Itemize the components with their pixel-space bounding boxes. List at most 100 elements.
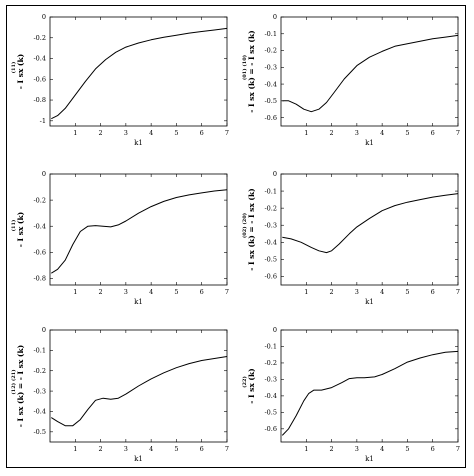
y-axis-label-superscript: (11)	[10, 62, 17, 74]
x-tick-label: 2	[330, 445, 334, 453]
x-tick-label: 5	[405, 445, 409, 453]
y-tick-label: -0.5	[264, 256, 277, 264]
chart-panel-1: 0 -0.2 -0.4 -0.6 -0.8 -1 1 2 3 4 5 6 7 k1 - I sx (k)(1…	[10, 13, 229, 147]
x-tick-label: 2	[99, 288, 103, 296]
x-tick-label: 3	[355, 288, 359, 296]
y-tick-label: -0.6	[264, 114, 277, 122]
y-tick-label: -0.6	[264, 425, 277, 433]
y-axis-label-main: - I sx (k)	[16, 212, 25, 247]
y-tick-label: 0	[42, 326, 46, 334]
y-tick-label: -0.6	[33, 75, 46, 83]
x-tick-label: 6	[200, 288, 204, 296]
y-axis-label-superscript: (12) (21)	[10, 369, 17, 394]
x-tick-label: 4	[149, 445, 153, 453]
series-line	[281, 350, 459, 436]
y-tick-label: -0.1	[264, 30, 277, 38]
y-axis-label: - I sx (k) = - I sx (k)(02) (20)	[241, 188, 256, 270]
x-tick-label: 1	[73, 445, 77, 453]
y-tick-label: -1	[40, 117, 46, 125]
y-tick-label: -0.2	[264, 204, 277, 212]
y-tick-label: -0.8	[33, 96, 46, 104]
x-tick-label: 7	[456, 288, 460, 296]
y-tick-label: -0.5	[264, 409, 277, 417]
y-tick-label: -0.4	[264, 239, 277, 247]
y-tick-label: -0.3	[264, 221, 277, 229]
x-axis-label: k1	[134, 139, 143, 147]
x-tick-label: 7	[225, 288, 229, 296]
chart-panel-2: 0 -0.1 -0.2 -0.3 -0.4 -0.5 -0.6 1 2 3 4 5 6 7 k1 - I sx…	[241, 13, 460, 147]
y-axis-label-main: - I sx (k) = - I sx (k)	[247, 30, 256, 112]
y-axis-label-main: - I sx (k) = - I sx (k)	[16, 345, 25, 427]
x-axis-label: k1	[365, 455, 374, 463]
x-axis-label: k1	[365, 298, 374, 306]
y-tick-label: -0.3	[33, 387, 46, 395]
y-axis-label: - I sx (k) = - I sx (k)(01) (10)	[241, 30, 256, 112]
x-tick-label: 3	[124, 129, 128, 137]
y-tick-label: -0.2	[33, 196, 46, 204]
plot-area	[280, 329, 459, 443]
y-tick-label: -0.3	[264, 64, 277, 72]
x-tick-label: 5	[174, 129, 178, 137]
x-tick-label: 5	[174, 288, 178, 296]
x-axis-label: k1	[134, 298, 143, 306]
x-tick-label: 2	[99, 129, 103, 137]
y-tick-label: -0.4	[33, 408, 46, 416]
y-axis-label-superscript: (11)	[10, 220, 17, 232]
y-tick-label: -0.2	[264, 359, 277, 367]
x-tick-label: 3	[124, 288, 128, 296]
x-tick-label: 1	[73, 129, 77, 137]
y-tick-label: 0	[42, 13, 46, 21]
y-tick-label: 0	[273, 326, 277, 334]
y-axis-label-main: - I sx (k)	[16, 54, 25, 89]
y-axis-label-superscript: (22)	[241, 376, 248, 388]
x-axis-label: k1	[365, 139, 374, 147]
chart-panel-5: 0 -0.1 -0.2 -0.3 -0.4 -0.5 1 2 3 4 5 6 7 k1 - I sx (k)…	[10, 326, 229, 463]
figure-frame	[6, 5, 466, 468]
y-tick-label: -0.5	[264, 97, 277, 105]
y-tick-label: 0	[273, 170, 277, 178]
plot-area	[49, 173, 228, 286]
x-tick-label: 1	[304, 129, 308, 137]
y-tick-label: -0.4	[264, 392, 277, 400]
plot-area	[49, 16, 228, 127]
y-tick-label: -0.2	[33, 367, 46, 375]
y-tick-label: -0.6	[33, 249, 46, 257]
x-tick-label: 2	[330, 129, 334, 137]
chart-panel-3: 0 -0.2 -0.4 -0.6 -0.8 1 2 3 4 5 6 7 k1 - I sx (k)(11)	[10, 170, 229, 306]
y-axis-label: - I sx (k) = - I sx (k)(12) (21)	[10, 345, 25, 427]
y-axis-label: - I sx (k)(22)	[241, 368, 256, 403]
y-axis-label: - I sx (k)(11)	[10, 212, 25, 247]
x-tick-label: 4	[149, 129, 153, 137]
x-tick-label: 1	[304, 288, 308, 296]
y-tick-label: -0.2	[264, 47, 277, 55]
plot-area	[280, 16, 459, 127]
chart-panel-6: 0 -0.1 -0.2 -0.3 -0.4 -0.5 -0.6 1 2 3 4 5 6 7 k1 - I sx…	[241, 326, 460, 463]
y-tick-label: -0.4	[264, 80, 277, 88]
y-tick-label: 0	[273, 13, 277, 21]
x-tick-label: 4	[380, 288, 384, 296]
x-tick-label: 5	[405, 288, 409, 296]
y-axis-label-superscript: (02) (20)	[241, 213, 248, 238]
x-tick-label: 5	[174, 445, 178, 453]
x-tick-label: 4	[380, 129, 384, 137]
x-tick-label: 2	[330, 288, 334, 296]
x-tick-label: 6	[431, 445, 435, 453]
y-tick-label: -0.4	[33, 55, 46, 63]
series-line	[51, 356, 228, 427]
y-tick-label: -0.5	[33, 428, 46, 436]
x-tick-label: 1	[73, 288, 77, 296]
y-tick-label: -0.1	[264, 343, 277, 351]
y-tick-label: -0.4	[33, 222, 46, 230]
x-tick-label: 6	[200, 129, 204, 137]
series-line	[51, 189, 228, 274]
x-tick-label: 7	[456, 445, 460, 453]
x-tick-label: 1	[304, 445, 308, 453]
y-tick-label: -0.8	[33, 275, 46, 283]
y-axis-label-main: - I sx (k)	[247, 368, 256, 403]
y-tick-label: -0.6	[264, 273, 277, 281]
x-tick-label: 3	[355, 129, 359, 137]
chart-panel-4: 0 -0.1 -0.2 -0.3 -0.4 -0.5 -0.6 1 2 3 4 5 6 7 k1 - I sx…	[241, 170, 460, 306]
x-axis-label: k1	[134, 455, 143, 463]
x-tick-label: 6	[200, 445, 204, 453]
